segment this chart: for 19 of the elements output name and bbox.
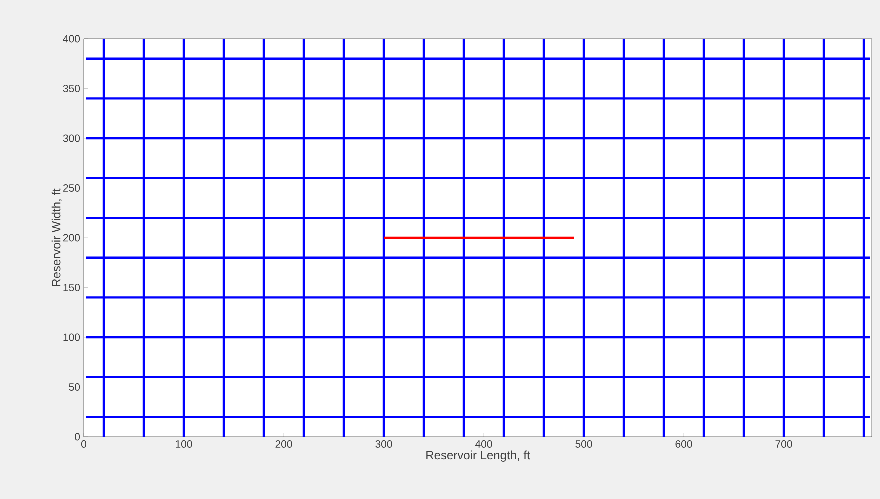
y-tick-label: 150 [64,284,80,292]
y-tick-label: 350 [63,85,80,92]
x-tick-label: 300 [376,440,392,448]
y-tick-label: 250 [63,184,80,192]
x-tick-label: 100 [176,440,192,448]
y-tick-label: 100 [64,334,80,342]
y-tick-label: 50 [69,384,80,391]
y-tick-label: 200 [63,234,80,242]
x-tick-label: 400 [475,440,492,448]
x-tick-label: 500 [576,440,592,448]
x-axis-title: Reservoir Length, ft [426,450,530,462]
x-tick-label: 700 [776,440,792,448]
x-tick-label: 600 [676,440,692,448]
x-tick-label: 200 [276,440,292,448]
x-tick-label: 0 [81,440,87,448]
y-tick-label: 0 [75,433,80,441]
y-tick-label: 300 [63,134,80,142]
y-axis-title: Reservoir Width, ft [52,188,62,286]
y-tick-label: 400 [63,35,80,43]
